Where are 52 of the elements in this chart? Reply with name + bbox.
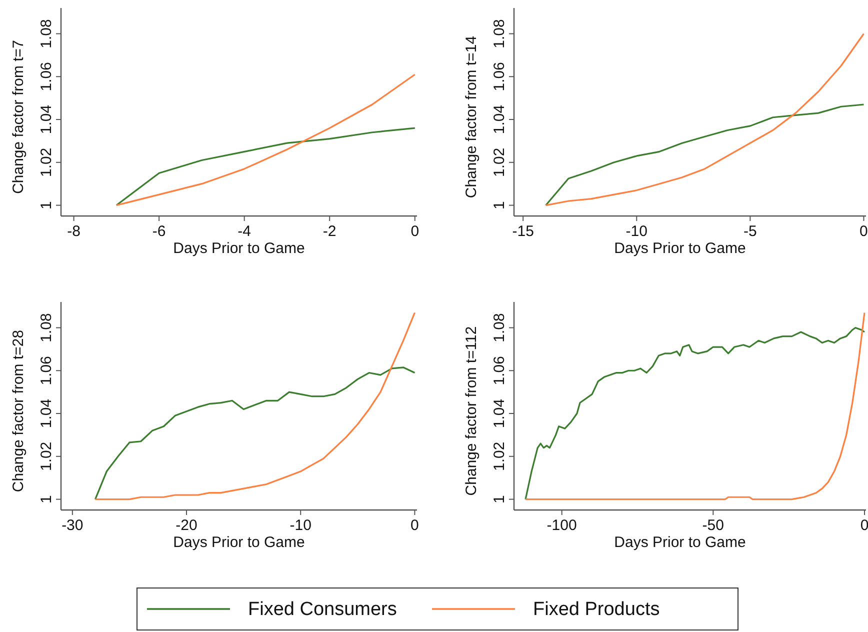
y-tick-label: 1.02 xyxy=(491,442,508,471)
line-series xyxy=(94,366,416,500)
y-tick-label: 1.06 xyxy=(38,62,55,92)
legend-label: Fixed Consumers xyxy=(248,599,397,620)
y-tick-label: 1.04 xyxy=(38,398,55,428)
x-tick-label: -30 xyxy=(62,517,84,534)
y-tick-label: 1.02 xyxy=(491,148,508,177)
y-tick-label: 1.06 xyxy=(38,356,55,386)
y-tick-label: 1.02 xyxy=(38,442,55,471)
y-tick-label: 1.08 xyxy=(38,19,55,48)
x-axis-title: Days Prior to Game xyxy=(614,240,746,257)
x-tick-label: -15 xyxy=(512,223,534,240)
x-tick-label: -10 xyxy=(626,223,648,240)
y-tick-label: 1 xyxy=(38,495,55,504)
x-axis-title: Days Prior to Game xyxy=(173,534,305,551)
y-axis-title: Change factor from t=112 xyxy=(463,326,480,496)
x-axis-title: Days Prior to Game xyxy=(173,240,305,257)
y-tick-label: 1 xyxy=(38,201,55,210)
y-axis-title: Change factor from t=14 xyxy=(463,36,480,198)
line-series xyxy=(116,127,416,206)
y-tick-label: 1.04 xyxy=(491,398,508,428)
x-tick-label: -2 xyxy=(322,223,336,240)
x-tick-label: -50 xyxy=(702,517,724,534)
x-axis-title: Days Prior to Game xyxy=(614,534,746,551)
y-axis-title: Change factor from t=28 xyxy=(10,330,27,492)
y-tick-label: 1.04 xyxy=(38,104,55,134)
x-tick-label: 0 xyxy=(410,223,420,240)
line-series xyxy=(94,312,416,500)
x-tick-label: -4 xyxy=(238,223,251,240)
x-tick-label: -100 xyxy=(546,517,577,534)
line-series xyxy=(116,74,416,206)
legend-label: Fixed Products xyxy=(533,599,660,620)
y-tick-label: 1.06 xyxy=(491,356,508,386)
y-tick-label: 1 xyxy=(491,495,508,504)
x-tick-label: 0 xyxy=(410,517,419,534)
x-tick-label: 0 xyxy=(860,223,868,240)
y-tick-label: 1 xyxy=(491,201,508,210)
x-tick-label: -6 xyxy=(152,223,166,240)
x-tick-label: -20 xyxy=(176,517,198,534)
x-tick-label: -10 xyxy=(290,517,312,534)
y-tick-label: 1.04 xyxy=(491,104,508,134)
y-tick-label: 1.02 xyxy=(38,148,55,177)
y-tick-label: 1.08 xyxy=(38,313,55,342)
y-tick-label: 1.08 xyxy=(491,313,508,342)
line-series xyxy=(544,104,865,206)
line-series xyxy=(544,32,865,206)
x-tick-label: -5 xyxy=(744,223,757,240)
x-tick-label: 0 xyxy=(860,517,868,534)
y-axis-title: Change factor from t=7 xyxy=(10,40,27,194)
x-tick-label: -8 xyxy=(67,223,80,240)
y-tick-label: 1.08 xyxy=(491,19,508,48)
y-tick-label: 1.06 xyxy=(491,62,508,92)
